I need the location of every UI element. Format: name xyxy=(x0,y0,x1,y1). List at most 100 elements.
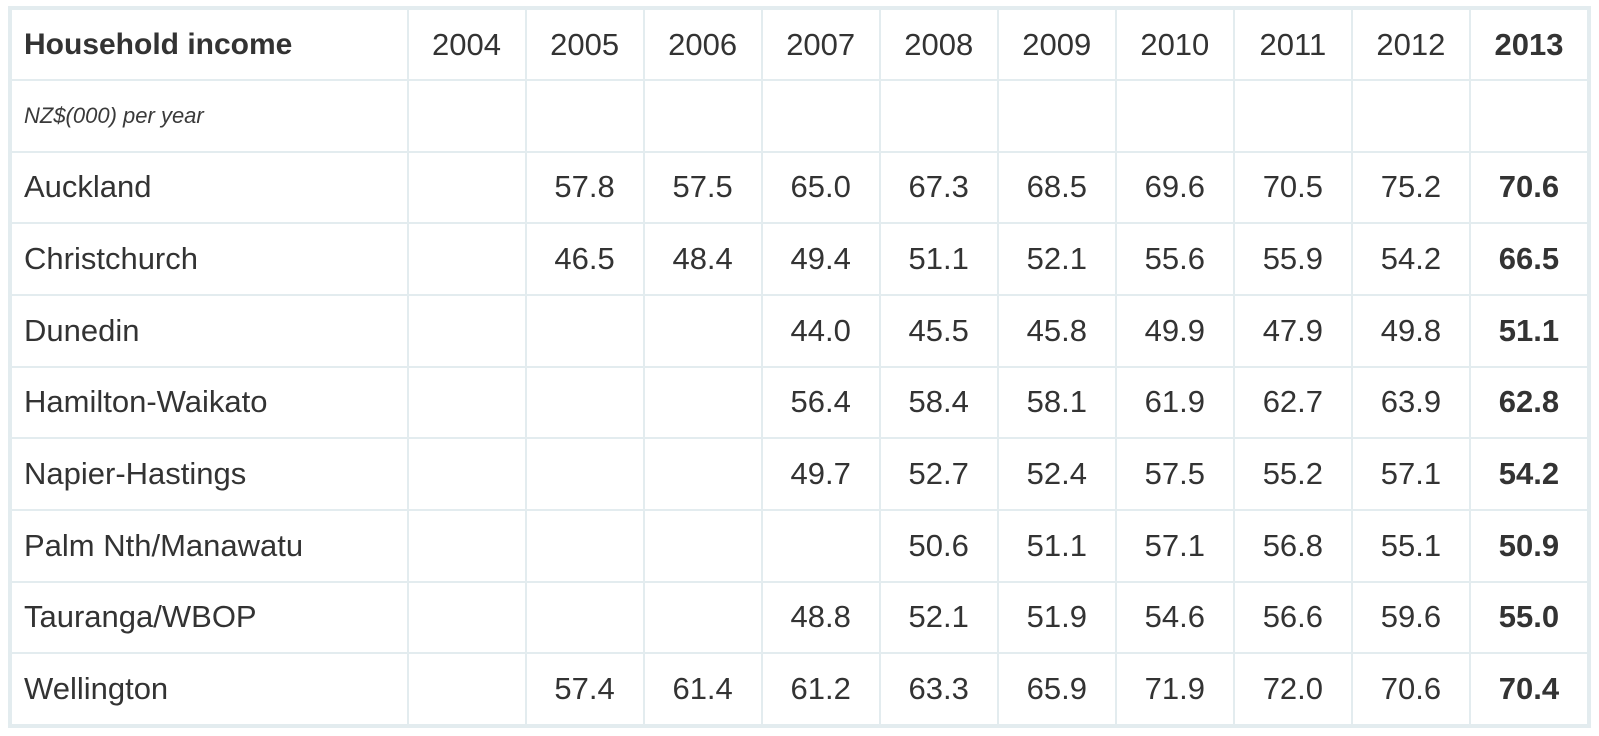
data-cell: 55.6 xyxy=(1114,222,1235,296)
data-cell xyxy=(406,652,527,726)
data-cell: 47.9 xyxy=(1232,293,1353,368)
data-cell: 51.1 xyxy=(878,222,999,296)
unit-row-empty-cell xyxy=(996,79,1117,153)
data-cell xyxy=(642,580,763,655)
data-cell xyxy=(406,508,527,583)
data-cell: 70.5 xyxy=(1232,150,1353,225)
unit-row-empty-cell xyxy=(524,79,645,153)
column-header-2012: 2012 xyxy=(1350,8,1471,81)
data-cell: 57.1 xyxy=(1350,437,1471,511)
data-cell xyxy=(524,580,645,655)
data-cell: 59.6 xyxy=(1350,580,1471,655)
data-cell: 58.1 xyxy=(996,365,1117,440)
data-cell xyxy=(406,365,527,440)
data-cell: 65.0 xyxy=(760,150,881,225)
column-header-2013: 2013 xyxy=(1468,8,1590,81)
table-row: Wellington 57.4 61.4 61.2 63.3 65.9 71.9 72.0 70… xyxy=(10,652,1590,726)
data-cell: 52.1 xyxy=(878,580,999,655)
unit-row-empty-cell xyxy=(878,79,999,153)
data-cell xyxy=(524,365,645,440)
column-header-2007: 2007 xyxy=(760,8,881,81)
data-cell xyxy=(642,293,763,368)
column-header-2005: 2005 xyxy=(524,8,645,81)
data-cell: 52.7 xyxy=(878,437,999,511)
household-income-table: Household income 2004 2005 2006 2007 2008 200… xyxy=(10,8,1590,726)
table-row: Dunedin 44.0 45.5 45.8 49.9 47.9 49.8 51.1 xyxy=(10,293,1590,368)
data-cell: 49.7 xyxy=(760,437,881,511)
data-cell: 62.7 xyxy=(1232,365,1353,440)
data-cell xyxy=(406,580,527,655)
data-cell: 63.9 xyxy=(1350,365,1471,440)
data-cell: 65.9 xyxy=(996,652,1117,726)
data-cell: 57.5 xyxy=(642,150,763,225)
column-header-2004: 2004 xyxy=(406,8,527,81)
data-cell: 58.4 xyxy=(878,365,999,440)
data-cell: 70.6 xyxy=(1350,652,1471,726)
data-cell: 72.0 xyxy=(1232,652,1353,726)
data-cell: 49.4 xyxy=(760,222,881,296)
data-cell: 68.5 xyxy=(996,150,1117,225)
income-table-container: Household income 2004 2005 2006 2007 2008 200… xyxy=(8,6,1591,728)
data-cell: 71.9 xyxy=(1114,652,1235,726)
unit-row-empty-cell xyxy=(1350,79,1471,153)
data-cell: 51.9 xyxy=(996,580,1117,655)
data-cell xyxy=(524,293,645,368)
data-cell xyxy=(406,293,527,368)
data-cell: 52.4 xyxy=(996,437,1117,511)
data-cell: 61.9 xyxy=(1114,365,1235,440)
unit-row-empty-cell xyxy=(642,79,763,153)
table-row: Napier-Hastings 49.7 52.7 52.4 57.5 55.2 57.1 5… xyxy=(10,437,1590,511)
row-label: Wellington xyxy=(10,652,409,726)
data-cell: 55.2 xyxy=(1232,437,1353,511)
table-row: Christchurch 46.5 48.4 49.4 51.1 52.1 55.6 55.9… xyxy=(10,222,1590,296)
data-cell: 61.4 xyxy=(642,652,763,726)
data-cell xyxy=(406,222,527,296)
unit-row-empty-cell xyxy=(406,79,527,153)
data-cell: 51.1 xyxy=(1468,293,1590,368)
data-cell xyxy=(642,365,763,440)
data-cell: 49.8 xyxy=(1350,293,1471,368)
data-cell: 66.5 xyxy=(1468,222,1590,296)
data-cell: 63.3 xyxy=(878,652,999,726)
row-label: Palm Nth/Manawatu xyxy=(10,508,409,583)
unit-row-empty-cell xyxy=(760,79,881,153)
unit-row-empty-cell xyxy=(1232,79,1353,153)
data-cell xyxy=(406,437,527,511)
row-label: Auckland xyxy=(10,150,409,225)
data-cell: 44.0 xyxy=(760,293,881,368)
data-cell: 57.8 xyxy=(524,150,645,225)
data-cell xyxy=(524,508,645,583)
data-cell: 46.5 xyxy=(524,222,645,296)
data-cell: 49.9 xyxy=(1114,293,1235,368)
data-cell xyxy=(760,508,881,583)
table-row: Hamilton-Waikato 56.4 58.4 58.1 61.9 62.7 63.9… xyxy=(10,365,1590,440)
data-cell: 45.5 xyxy=(878,293,999,368)
data-cell xyxy=(524,437,645,511)
data-cell: 50.6 xyxy=(878,508,999,583)
row-label: Dunedin xyxy=(10,293,409,368)
column-header-2010: 2010 xyxy=(1114,8,1235,81)
table-row: Tauranga/WBOP 48.8 52.1 51.9 54.6 56.6 59.6 55.… xyxy=(10,580,1590,655)
data-cell: 55.1 xyxy=(1350,508,1471,583)
data-cell xyxy=(406,150,527,225)
data-cell: 62.8 xyxy=(1468,365,1590,440)
column-header-2011: 2011 xyxy=(1232,8,1353,81)
data-cell: 67.3 xyxy=(878,150,999,225)
row-label: Hamilton-Waikato xyxy=(10,365,409,440)
column-header-2009: 2009 xyxy=(996,8,1117,81)
data-cell: 48.4 xyxy=(642,222,763,296)
unit-row: NZ$(000) per year xyxy=(10,79,1590,153)
table-row: Auckland 57.8 57.5 65.0 67.3 68.5 69.6 70.5 75.2… xyxy=(10,150,1590,225)
unit-row-empty-cell xyxy=(1114,79,1235,153)
data-cell: 55.9 xyxy=(1232,222,1353,296)
row-label: Napier-Hastings xyxy=(10,437,409,511)
data-cell: 51.1 xyxy=(996,508,1117,583)
data-cell: 54.6 xyxy=(1114,580,1235,655)
column-header-2006: 2006 xyxy=(642,8,763,81)
row-header-label: Household income xyxy=(10,8,409,81)
row-label: Christchurch xyxy=(10,222,409,296)
data-cell: 70.6 xyxy=(1468,150,1590,225)
data-cell: 54.2 xyxy=(1468,437,1590,511)
data-cell: 57.1 xyxy=(1114,508,1235,583)
data-cell: 48.8 xyxy=(760,580,881,655)
